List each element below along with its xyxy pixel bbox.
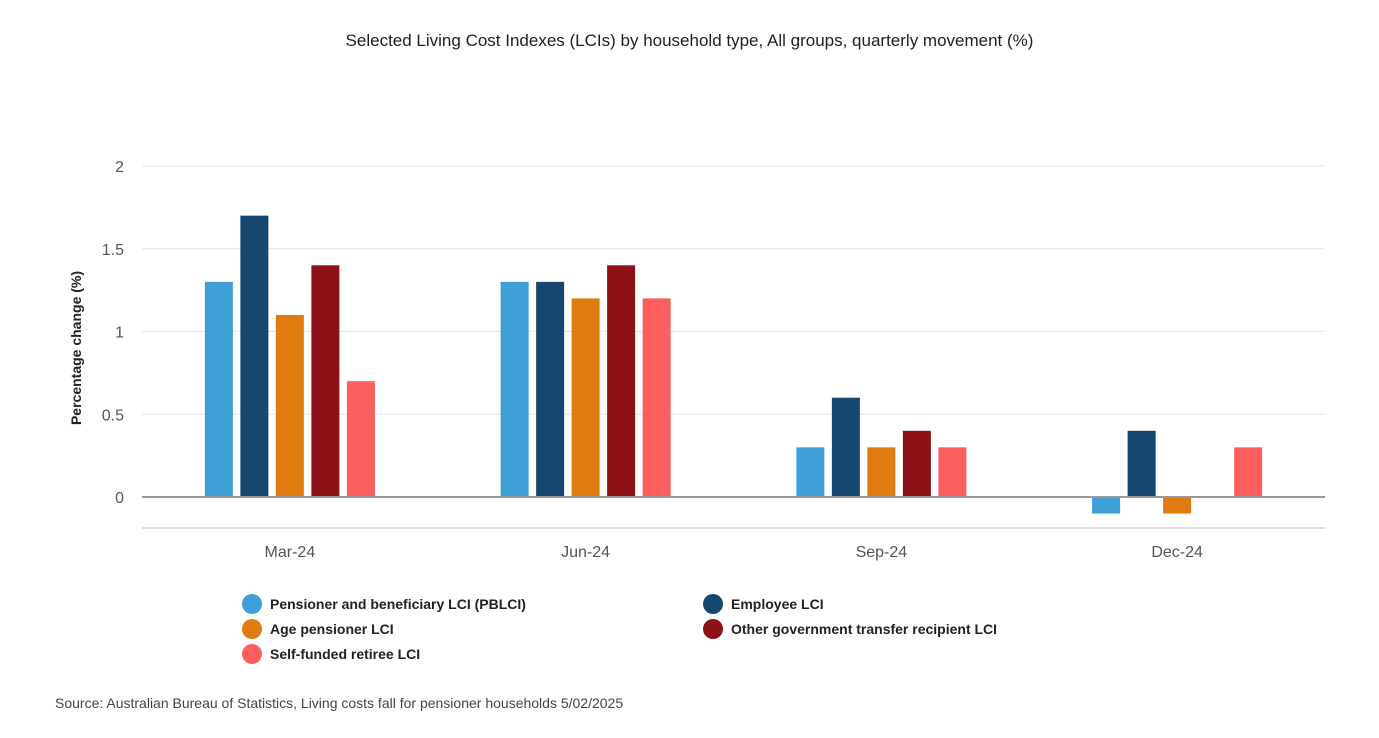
bar[interactable] [536, 281, 565, 497]
y-tick-label: 1.5 [102, 242, 124, 259]
y-axis-label: Percentage change (%) [68, 271, 84, 425]
bar[interactable] [346, 381, 375, 497]
y-tick-label: 2 [115, 159, 124, 176]
y-tick-label: 1 [115, 325, 124, 342]
legend-swatch-self-funded [242, 644, 262, 664]
legend-item-pblci[interactable]: Pensioner and beneficiary LCI (PBLCI) [242, 594, 526, 614]
bar[interactable] [867, 447, 896, 497]
bar[interactable] [902, 430, 931, 497]
axes: 0 0.5 1 1.5 2 Mar-24 Jun-24 Sep-24 Dec-24 [102, 159, 1325, 561]
legend-label-self-funded: Self-funded retiree LCI [270, 646, 421, 662]
bars [204, 215, 1263, 514]
legend-swatch-age-pensioner [242, 619, 262, 639]
bar[interactable] [1234, 447, 1263, 497]
legend-label-other-gov: Other government transfer recipient LCI [731, 621, 998, 637]
bar[interactable] [938, 447, 967, 497]
legend-swatch-employee [703, 594, 723, 614]
legend-item-self-funded[interactable]: Self-funded retiree LCI [242, 644, 420, 664]
bar[interactable] [1127, 430, 1156, 497]
legend-label-pblci: Pensioner and beneficiary LCI (PBLCI) [270, 596, 526, 612]
y-tick-label: 0 [115, 490, 124, 507]
legend-item-employee[interactable]: Employee LCI [703, 594, 824, 614]
bar[interactable] [240, 215, 269, 497]
chart-title: Selected Living Cost Indexes (LCIs) by h… [345, 31, 1034, 50]
bar[interactable] [311, 265, 340, 497]
bar[interactable] [275, 314, 304, 497]
bar[interactable] [500, 281, 529, 497]
x-tick-label: Sep-24 [856, 544, 908, 561]
x-tick-label: Dec-24 [1151, 544, 1203, 561]
legend-swatch-pblci [242, 594, 262, 614]
legend-item-other-gov[interactable]: Other government transfer recipient LCI [703, 619, 997, 639]
x-tick-label: Jun-24 [561, 544, 610, 561]
legend-item-age-pensioner[interactable]: Age pensioner LCI [242, 619, 394, 639]
bar[interactable] [571, 298, 600, 497]
bar[interactable] [642, 298, 671, 497]
legend-label-age-pensioner: Age pensioner LCI [270, 621, 394, 637]
x-tick-label: Mar-24 [265, 544, 316, 561]
bar[interactable] [607, 265, 636, 497]
bar[interactable] [796, 447, 825, 497]
bar[interactable] [831, 397, 860, 497]
y-tick-label: 0.5 [102, 407, 124, 424]
bar[interactable] [204, 281, 233, 497]
bar[interactable] [1163, 497, 1192, 514]
legend-swatch-other-gov [703, 619, 723, 639]
bar[interactable] [1092, 497, 1121, 514]
source-note: Source: Australian Bureau of Statistics,… [55, 695, 624, 711]
legend-label-employee: Employee LCI [731, 596, 824, 612]
